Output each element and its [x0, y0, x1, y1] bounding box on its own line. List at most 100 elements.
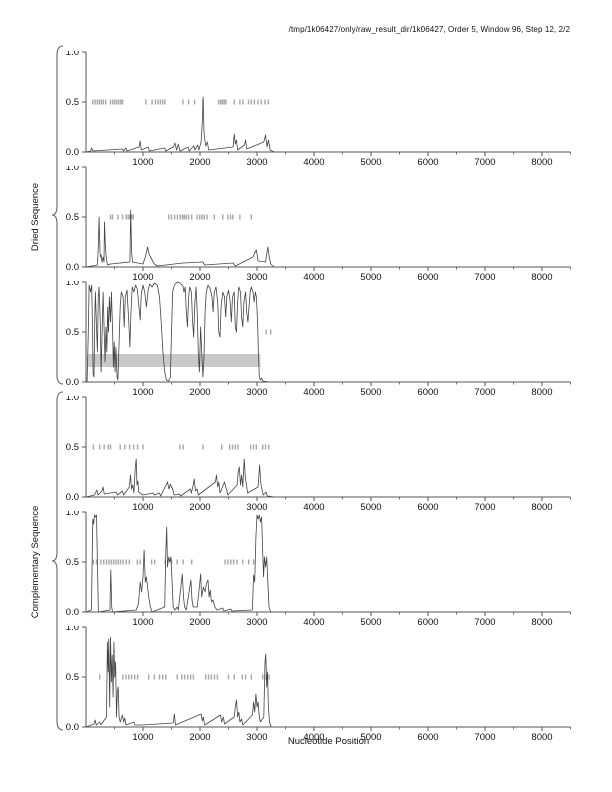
y05-hash-mark [117, 214, 119, 220]
x-tick-label: 3000 [246, 732, 267, 741]
y05-hash-mark [242, 559, 244, 565]
y05-hash-mark [250, 674, 252, 680]
x-tick-label: 1000 [132, 617, 153, 626]
y05-hash-mark [203, 214, 205, 220]
y-tick-label: 0.0 [66, 147, 79, 158]
y05-hash-mark [154, 99, 157, 105]
y05-hash-mark [182, 559, 184, 565]
y05-hash-mark [202, 444, 204, 450]
y05-hash-mark [210, 674, 213, 680]
y05-hash-mark [127, 214, 129, 220]
y05-hash-mark [151, 99, 153, 105]
y05-hash-mark [260, 99, 262, 105]
y05-hash-mark [164, 99, 166, 105]
y05-hash-mark [136, 674, 139, 680]
y05-hash-mark [182, 99, 184, 105]
y05-hash-mark [111, 214, 114, 220]
y05-hash-mark [119, 559, 122, 565]
y05-hash-mark [145, 99, 147, 105]
y05-hash-mark [115, 559, 117, 565]
y-tick-label: 0.0 [66, 722, 79, 733]
x-tick-label: 8000 [531, 157, 552, 166]
y05-hash-mark [248, 559, 250, 565]
x-tick-label: 4000 [303, 387, 324, 396]
x-tick-label: 5000 [360, 617, 381, 626]
x-tick-label: 1000 [132, 157, 153, 166]
y05-hash-mark [230, 559, 232, 565]
y05-hash-mark [247, 99, 250, 105]
x-tick-label: 8000 [531, 617, 552, 626]
y05-hash-mark [255, 444, 258, 450]
y05-hash-mark [130, 214, 133, 220]
y05-hash-mark [257, 99, 259, 105]
y05-hash-mark [165, 674, 167, 680]
y05-hash-mark [268, 444, 270, 450]
y05-hash-mark [218, 99, 220, 105]
x-tick-label: 5000 [360, 732, 381, 741]
y05-hash-mark [142, 444, 144, 450]
y05-hash-mark [117, 559, 119, 565]
y05-hash-mark [181, 214, 184, 220]
y-tick-label: 0.0 [66, 492, 79, 503]
x-tick-label: 7000 [474, 387, 495, 396]
x-tick-label: 7000 [474, 732, 495, 741]
y-tick-label: 1.0 [66, 281, 79, 288]
y05-hash-mark [187, 214, 190, 220]
y05-hash-mark [252, 559, 255, 565]
y05-hash-mark [270, 329, 272, 335]
y05-hash-mark [129, 214, 131, 220]
y05-hash-mark [125, 559, 127, 565]
y05-hash-mark [179, 214, 181, 220]
y05-hash-mark [182, 444, 184, 450]
x-tick-label: 7000 [474, 157, 495, 166]
x-axis-title: Nucleotide Position [287, 736, 370, 747]
x-tick-label: 6000 [417, 502, 438, 511]
x-tick-label: 6000 [417, 617, 438, 626]
y05-hash-mark [232, 559, 235, 565]
x-tick-label: 8000 [531, 272, 552, 281]
y05-hash-mark [132, 444, 135, 450]
y05-hash-mark [224, 559, 226, 565]
y05-hash-mark [122, 559, 124, 565]
y05-hash-mark [98, 99, 101, 105]
y05-hash-mark [100, 99, 103, 105]
y05-hash-mark [220, 99, 222, 105]
y05-hash-mark [233, 99, 235, 105]
x-tick-label: 1000 [132, 387, 153, 396]
y05-hash-mark [206, 214, 208, 220]
y05-hash-mark [242, 99, 244, 105]
y05-hash-mark [187, 674, 189, 680]
figure-title: /tmp/1k06427/only/raw_result_dir/1k06427… [288, 25, 570, 34]
y05-hash-mark [162, 674, 164, 680]
y05-hash-mark [128, 444, 131, 450]
y05-hash-mark [95, 559, 98, 565]
x-tick-label: 8000 [531, 387, 552, 396]
y05-hash-mark [262, 444, 264, 450]
y05-hash-mark [229, 214, 232, 220]
y05-hash-mark [191, 214, 193, 220]
y05-hash-mark [222, 214, 224, 220]
y05-hash-mark [176, 559, 178, 565]
y-tick-label: 1.0 [66, 51, 79, 58]
y05-hash-mark [244, 674, 247, 680]
x-tick-label: 2000 [189, 617, 210, 626]
y05-hash-mark [103, 444, 105, 450]
y05-hash-mark [100, 559, 102, 565]
y-tick-label: 1.0 [66, 626, 79, 633]
y05-hash-mark [196, 214, 198, 220]
y05-hash-mark [136, 444, 139, 450]
y05-hash-mark [157, 99, 159, 105]
y-tick-label: 0.5 [66, 212, 79, 223]
x-tick-label: 4000 [303, 272, 324, 281]
y05-hash-mark [136, 559, 138, 565]
highlight-band [87, 354, 261, 367]
x-tick-label: 3000 [246, 387, 267, 396]
y05-hash-mark [221, 99, 224, 105]
y05-hash-mark [121, 99, 124, 105]
y05-hash-mark [139, 559, 141, 565]
y05-hash-mark [250, 444, 252, 450]
y05-hash-mark [102, 99, 105, 105]
y05-hash-mark [239, 99, 241, 105]
y05-hash-mark [110, 559, 113, 565]
x-tick-label: 6000 [417, 387, 438, 396]
